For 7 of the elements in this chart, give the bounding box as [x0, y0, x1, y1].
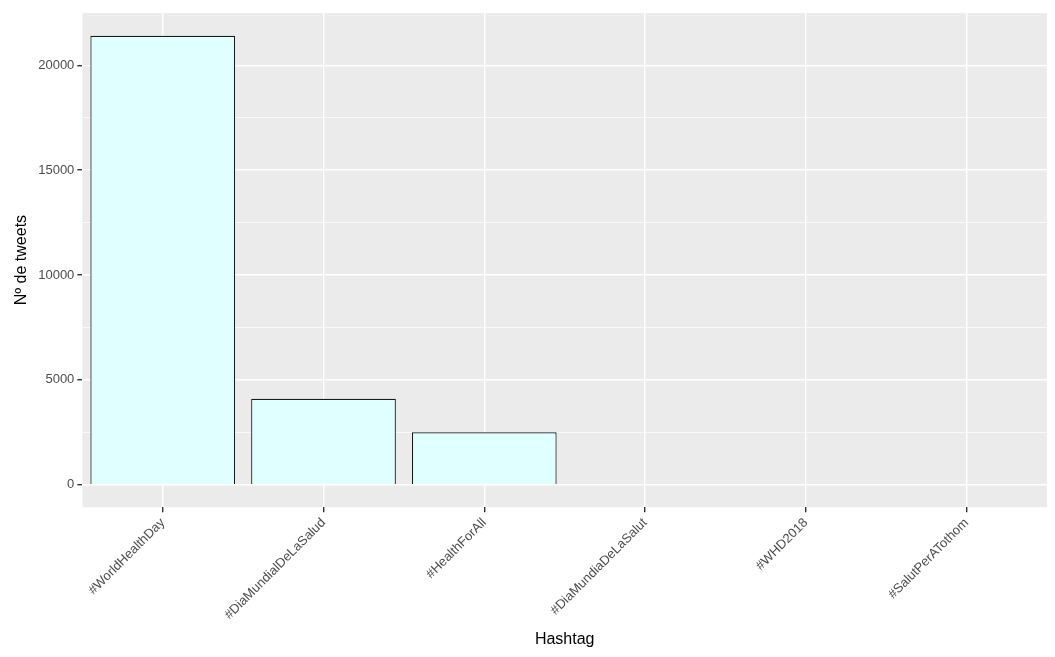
y-tick-label: 15000 — [38, 161, 75, 177]
y-tick-label: 5000 — [45, 371, 75, 387]
y-tick-label: 10000 — [38, 266, 75, 282]
x-axis-title: Hashtag — [534, 629, 595, 647]
y-tick-label: 0 — [67, 476, 75, 492]
y-axis-title: Nº de tweets — [12, 214, 30, 306]
y-tick-label: 20000 — [38, 56, 75, 72]
